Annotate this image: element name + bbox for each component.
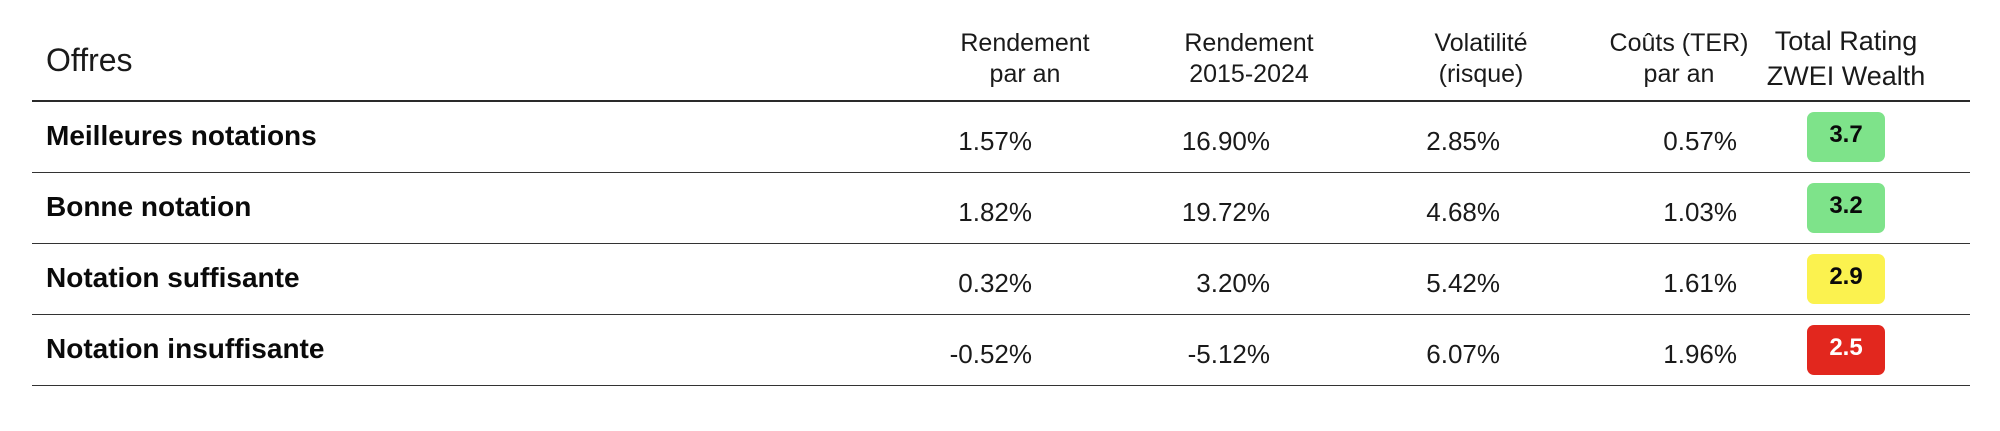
costs-ter-column-header: Coûts (TER) par an xyxy=(1584,28,1774,90)
header-line: ZWEI Wealth xyxy=(1766,61,1926,91)
header-line: par an xyxy=(989,60,1061,88)
annual-return-column-header: Rendement par an xyxy=(930,28,1120,90)
row-label: Notation insuffisante xyxy=(46,333,325,364)
volatility-value: 2.85% xyxy=(1426,126,1500,156)
table-header: Offres Rendement par an Rendement 2015-2… xyxy=(32,0,1970,102)
header-line: Coûts (TER) xyxy=(1609,29,1749,57)
return-2015-2024-value: -5.12% xyxy=(1187,339,1270,369)
annual-return-value: 1.82% xyxy=(958,197,1032,227)
rating-badge: 2.9 xyxy=(1807,254,1885,304)
costs-value: 1.61% xyxy=(1663,268,1737,298)
annual-return-value: 0.32% xyxy=(958,268,1032,298)
costs-value: 0.57% xyxy=(1663,126,1737,156)
header-line: Rendement xyxy=(1184,29,1314,57)
table-row: Meilleures notations 1.57% 16.90% 2.85% … xyxy=(32,102,1970,173)
volatility-column-header: Volatilité (risque) xyxy=(1386,28,1576,90)
header-line: 2015-2024 xyxy=(1189,60,1309,88)
return-2015-2024-column-header: Rendement 2015-2024 xyxy=(1154,28,1344,90)
row-label: Meilleures notations xyxy=(46,120,317,151)
table-row: Notation suffisante 0.32% 3.20% 5.42% 1.… xyxy=(32,244,1970,315)
volatility-value: 4.68% xyxy=(1426,197,1500,227)
header-line: (risque) xyxy=(1438,60,1524,88)
annual-return-value: 1.57% xyxy=(958,126,1032,156)
annual-return-value: -0.52% xyxy=(949,339,1032,369)
volatility-value: 6.07% xyxy=(1426,339,1500,369)
rating-badge: 3.2 xyxy=(1807,183,1885,233)
header-line: Rendement xyxy=(960,29,1090,57)
rating-badge: 2.5 xyxy=(1807,325,1885,375)
table-row: Notation insuffisante -0.52% -5.12% 6.07… xyxy=(32,315,1970,386)
return-2015-2024-value: 3.20% xyxy=(1196,268,1270,298)
costs-value: 1.03% xyxy=(1663,197,1737,227)
row-label: Notation suffisante xyxy=(46,262,300,293)
header-line: par an xyxy=(1643,60,1715,88)
table-row: Bonne notation 1.82% 19.72% 4.68% 1.03% … xyxy=(32,173,1970,244)
return-2015-2024-value: 19.72% xyxy=(1181,197,1270,227)
costs-value: 1.96% xyxy=(1663,339,1737,369)
row-label: Bonne notation xyxy=(46,191,252,222)
header-line: Total Rating xyxy=(1774,26,1918,56)
return-2015-2024-value: 16.90% xyxy=(1181,126,1270,156)
header-line: Volatilité xyxy=(1434,29,1528,57)
offers-column-header: Offres xyxy=(46,42,133,78)
rating-badge: 3.7 xyxy=(1807,112,1885,162)
total-rating-column-header: Total Rating ZWEI Wealth xyxy=(1756,24,1936,94)
volatility-value: 5.42% xyxy=(1426,268,1500,298)
ratings-table: Offres Rendement par an Rendement 2015-2… xyxy=(32,0,1970,386)
